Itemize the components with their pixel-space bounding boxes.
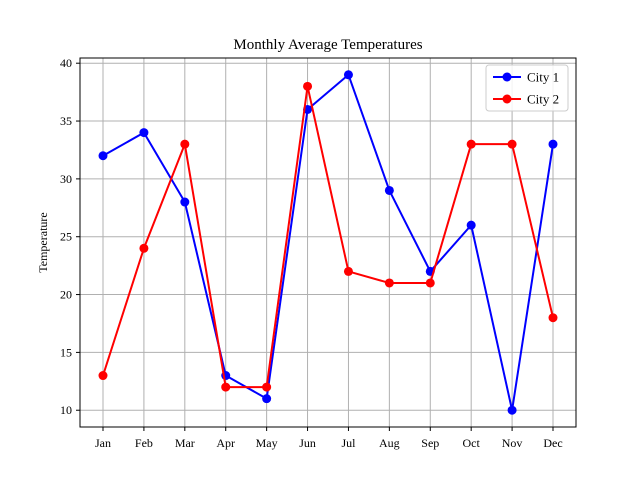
data-point <box>425 278 435 288</box>
data-point <box>548 139 558 149</box>
legend-label: City 2 <box>527 92 559 107</box>
y-tick-label: 40 <box>60 56 72 70</box>
data-point <box>507 139 517 149</box>
y-tick-label: 15 <box>60 345 72 359</box>
data-point <box>466 220 476 230</box>
x-tick-label: Nov <box>502 436 523 450</box>
x-tick-label: Aug <box>379 436 400 450</box>
data-point <box>384 185 394 195</box>
x-tick-label: Dec <box>543 436 562 450</box>
y-tick-label: 30 <box>60 172 72 186</box>
data-point <box>384 278 394 288</box>
legend-label: City 1 <box>527 70 559 85</box>
x-tick-label: Jun <box>299 436 316 450</box>
x-tick-label: Mar <box>175 436 195 450</box>
legend-item: City 2 <box>493 92 559 107</box>
series-layer <box>98 70 558 415</box>
data-point <box>262 394 272 404</box>
data-point <box>98 151 108 161</box>
x-tick-label: May <box>256 436 278 450</box>
axis-ticks: Jan Feb Mar Apr May Jun Jul Aug Sep Oct Nov Dec 10 15… <box>60 56 563 450</box>
legend-item: City 1 <box>493 70 559 85</box>
data-point <box>139 128 149 138</box>
chart-title: Monthly Average Temperatures <box>233 37 422 53</box>
series-line <box>102 85 554 389</box>
series-2 <box>98 81 558 392</box>
data-point <box>98 371 108 381</box>
x-tick-label: Feb <box>135 436 153 450</box>
grid-lines <box>80 58 576 427</box>
data-point <box>180 197 190 207</box>
x-tick-label: Oct <box>463 436 481 450</box>
plot-area-frame <box>79 57 577 428</box>
data-point <box>507 405 517 415</box>
x-tick-label: Jan <box>95 436 111 450</box>
y-tick-label: 20 <box>60 288 72 302</box>
series-line <box>102 73 554 412</box>
y-tick-label: 10 <box>60 403 72 417</box>
y-tick-label: 35 <box>60 114 72 128</box>
legend-swatch-marker <box>502 94 512 104</box>
x-tick-label: Apr <box>216 436 235 450</box>
data-point <box>221 382 231 392</box>
x-tick-label: Jul <box>341 436 356 450</box>
data-point <box>343 70 353 80</box>
data-point <box>262 382 272 392</box>
data-point <box>180 139 190 149</box>
data-point <box>139 243 149 253</box>
data-point <box>548 313 558 323</box>
y-axis-label: Temperature <box>36 212 50 272</box>
data-point <box>466 139 476 149</box>
y-tick-label: 25 <box>60 230 72 244</box>
legend: City 1 City 2 <box>485 64 569 112</box>
data-point <box>303 81 313 91</box>
data-point <box>343 266 353 276</box>
legend-swatch-marker <box>502 72 512 82</box>
x-tick-label: Sep <box>421 436 439 450</box>
